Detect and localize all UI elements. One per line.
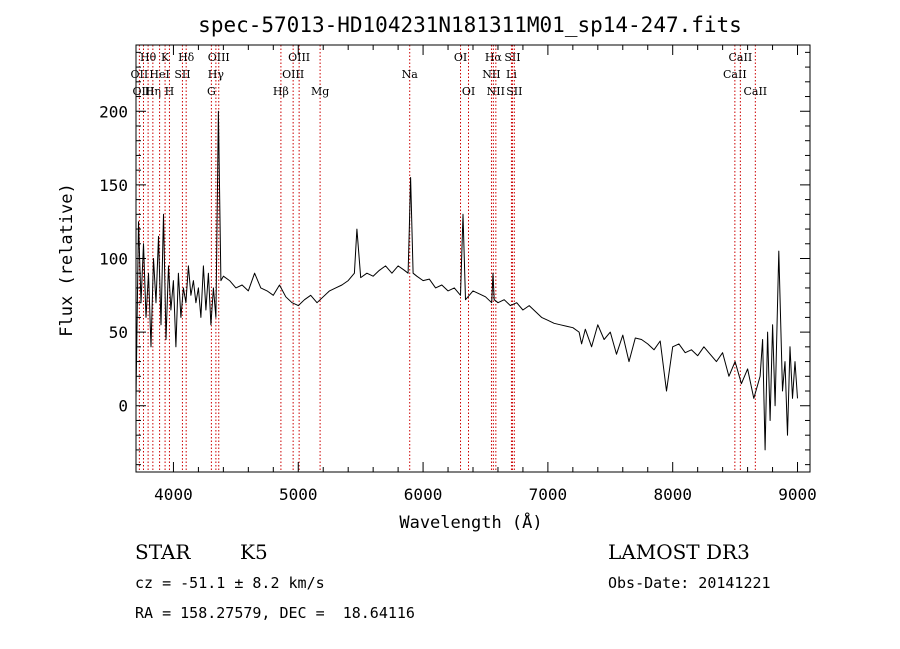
plot-frame — [135, 44, 811, 473]
axis-ticks: 4000 5000 6000 7000 8000 9000 0 50 100 150 200 — [99, 45, 817, 504]
x-tick-label: 5000 — [279, 485, 318, 504]
marker-label: HeI — [149, 68, 169, 81]
marker-label: SII — [174, 68, 190, 81]
marker-label: OII — [131, 68, 149, 81]
y-tick-label: 200 — [99, 102, 128, 121]
marker-label: SII — [506, 85, 522, 98]
x-tick-label: 7000 — [529, 485, 568, 504]
marker-label: Hβ — [273, 85, 289, 98]
spectrum-line — [135, 110, 798, 451]
marker-label: OIII — [282, 68, 304, 81]
y-tick-label: 100 — [99, 250, 128, 269]
spectrum-series — [135, 110, 798, 451]
marker-label: SII — [504, 51, 520, 64]
marker-label: OI — [462, 85, 475, 98]
survey-name: LAMOST DR3 — [608, 540, 750, 564]
y-axis-label: Flux (relative) — [57, 183, 77, 337]
marker-label: H — [165, 85, 175, 98]
x-tick-label: 9000 — [778, 485, 817, 504]
y-tick-label: 0 — [118, 397, 128, 416]
marker-label: NII — [482, 68, 500, 81]
marker-label: Hα — [485, 51, 503, 64]
marker-label: OIII — [288, 51, 310, 64]
x-tick-label: 6000 — [404, 485, 443, 504]
marker-label: Na — [402, 68, 419, 81]
velocity-readout: cz = -51.1 ± 8.2 km/s — [135, 574, 325, 592]
marker-label: NII — [487, 85, 505, 98]
object-class: STAR — [135, 540, 191, 564]
marker-label: OIII — [132, 85, 154, 98]
marker-label: G — [207, 85, 216, 98]
y-tick-label: 50 — [109, 323, 128, 342]
marker-label: Hη — [145, 85, 161, 98]
marker-label: CaII — [723, 68, 747, 81]
marker-label: OIII — [208, 51, 230, 64]
marker-label: Hδ — [178, 51, 195, 64]
marker-label: Hθ — [140, 51, 157, 64]
x-tick-label: 4000 — [154, 485, 193, 504]
marker-label: Hγ — [208, 68, 225, 81]
marker-label: Mg — [311, 85, 329, 98]
coordinates-readout: RA = 158.27579, DEC = 18.64116 — [135, 604, 415, 622]
marker-label: OI — [454, 51, 467, 64]
y-tick-label: 150 — [99, 176, 128, 195]
marker-label: K — [161, 51, 170, 64]
marker-label: CaII — [729, 51, 753, 64]
observation-date: Obs-Date: 20141221 — [608, 574, 771, 592]
chart-title: spec-57013-HD104231N181311M01_sp14-247.f… — [198, 13, 742, 37]
object-subclass: K5 — [240, 540, 268, 564]
x-tick-label: 8000 — [653, 485, 692, 504]
x-axis-label: Wavelength (Å) — [399, 511, 542, 533]
marker-label: Li — [506, 68, 517, 81]
marker-label: CaII — [743, 85, 767, 98]
